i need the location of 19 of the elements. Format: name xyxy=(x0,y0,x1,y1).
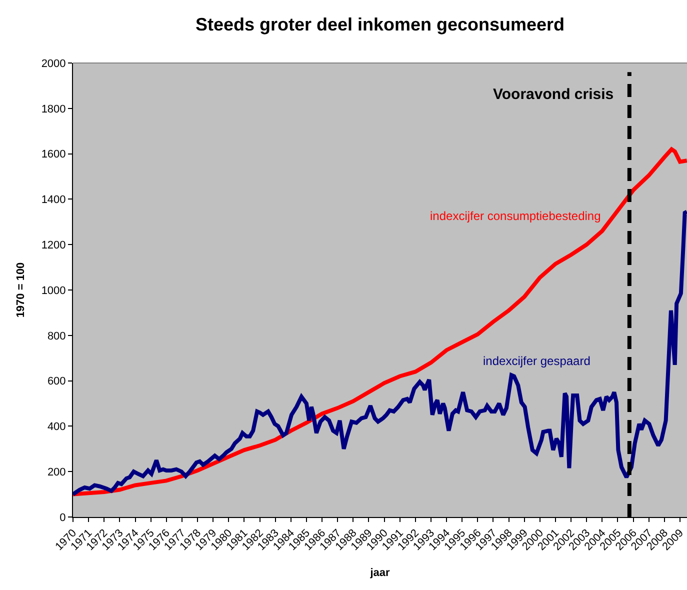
y-tick-label: 400 xyxy=(47,421,66,434)
y-tick-label: 1400 xyxy=(41,194,66,206)
y-tick-label: 600 xyxy=(47,376,66,388)
y-tick-label: 800 xyxy=(47,330,66,342)
y-tick-label: 2000 xyxy=(41,58,66,70)
y-axis-title: 1970 = 100 xyxy=(14,262,27,318)
y-tick-label: 1600 xyxy=(41,148,66,161)
line-series xyxy=(73,210,687,496)
y-tick-label: 1200 xyxy=(41,239,66,252)
y-tick-label: 0 xyxy=(60,512,66,524)
text: indexcijfer gespaard xyxy=(483,354,590,368)
ref-line-label: Vooravond crisis xyxy=(493,86,614,103)
chart-title: Steeds groter deel inkomen geconsumeerd xyxy=(195,14,565,34)
y-tick-label: 200 xyxy=(47,466,66,478)
line-series xyxy=(73,147,687,496)
series-label: indexcijfer consumptiebesteding xyxy=(430,209,601,223)
x-axis-title: jaar xyxy=(369,567,390,580)
y-tick-label: 1000 xyxy=(41,284,66,297)
y-tick-label: 1800 xyxy=(41,103,66,116)
